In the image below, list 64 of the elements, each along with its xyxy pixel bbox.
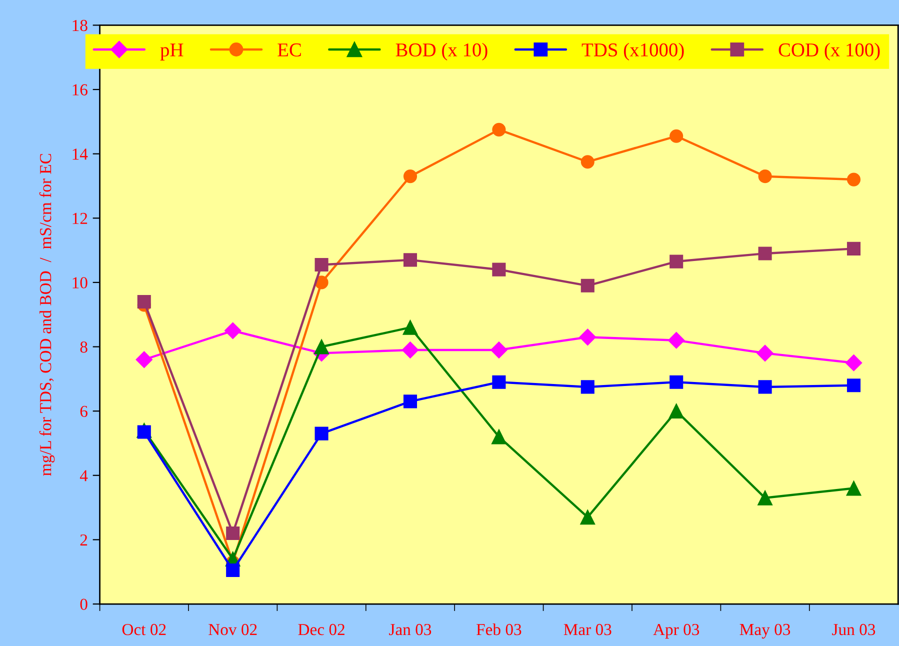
point bbox=[846, 378, 861, 392]
point bbox=[137, 425, 151, 439]
legend-label: TDS (x1000) bbox=[582, 42, 684, 60]
point bbox=[491, 429, 506, 444]
point bbox=[224, 322, 242, 340]
point bbox=[670, 375, 684, 389]
y-tick-label: 16 bbox=[72, 84, 88, 96]
point bbox=[226, 526, 240, 540]
point bbox=[758, 490, 773, 506]
point bbox=[492, 262, 506, 276]
point bbox=[668, 332, 685, 349]
point bbox=[579, 328, 596, 346]
x-tick-label: Nov 02 bbox=[208, 624, 257, 636]
point bbox=[846, 480, 862, 496]
x-tick-label: Mar 03 bbox=[564, 624, 612, 636]
point bbox=[492, 122, 506, 136]
y-tick-label: 10 bbox=[72, 277, 88, 288]
x-tick-label: Jun 03 bbox=[832, 624, 876, 636]
point bbox=[758, 246, 772, 260]
point bbox=[845, 354, 862, 372]
point bbox=[314, 258, 328, 272]
point bbox=[226, 563, 240, 578]
legend-label: pH bbox=[160, 44, 184, 60]
point bbox=[490, 342, 508, 358]
point bbox=[670, 254, 684, 268]
point bbox=[403, 253, 418, 267]
point bbox=[580, 510, 596, 525]
point bbox=[846, 172, 861, 186]
point bbox=[580, 278, 594, 292]
legend-label: COD (x 100) bbox=[778, 42, 880, 60]
point bbox=[758, 170, 772, 184]
point bbox=[492, 375, 506, 389]
point bbox=[756, 344, 774, 362]
point bbox=[668, 404, 684, 419]
point bbox=[758, 380, 772, 394]
point bbox=[403, 170, 418, 184]
point bbox=[136, 351, 153, 368]
y-tick-label: 12 bbox=[72, 212, 88, 224]
point bbox=[314, 339, 330, 354]
y-tick-label: 8 bbox=[80, 341, 88, 353]
point bbox=[580, 155, 594, 169]
x-tick-label: May 03 bbox=[740, 624, 790, 639]
point bbox=[137, 294, 151, 309]
point bbox=[314, 426, 328, 440]
point bbox=[670, 129, 684, 143]
y-tick-label: 4 bbox=[80, 470, 88, 482]
x-tick-label: Oct 02 bbox=[122, 624, 166, 636]
y-tick-label: 0 bbox=[80, 598, 88, 610]
y-axis-title: mg/L for TDS, COD and BOD / mS/cm for EC bbox=[39, 154, 55, 476]
x-tick-label: Feb 03 bbox=[476, 623, 522, 636]
legend-label: EC bbox=[278, 43, 301, 56]
y-tick-label: 2 bbox=[80, 534, 88, 546]
x-tick-label: Jan 03 bbox=[389, 624, 432, 636]
y-tick-label: 18 bbox=[72, 20, 88, 32]
point bbox=[402, 320, 418, 335]
point bbox=[580, 380, 594, 394]
y-tick-label: 6 bbox=[80, 406, 88, 418]
point bbox=[846, 242, 861, 256]
point bbox=[402, 342, 419, 358]
x-tick-label: Apr 03 bbox=[653, 624, 700, 639]
point bbox=[403, 394, 418, 408]
x-tick-label: Dec 02 bbox=[298, 624, 344, 636]
legend-label: BOD (x 10) bbox=[396, 42, 488, 60]
y-tick-label: 14 bbox=[72, 148, 88, 160]
